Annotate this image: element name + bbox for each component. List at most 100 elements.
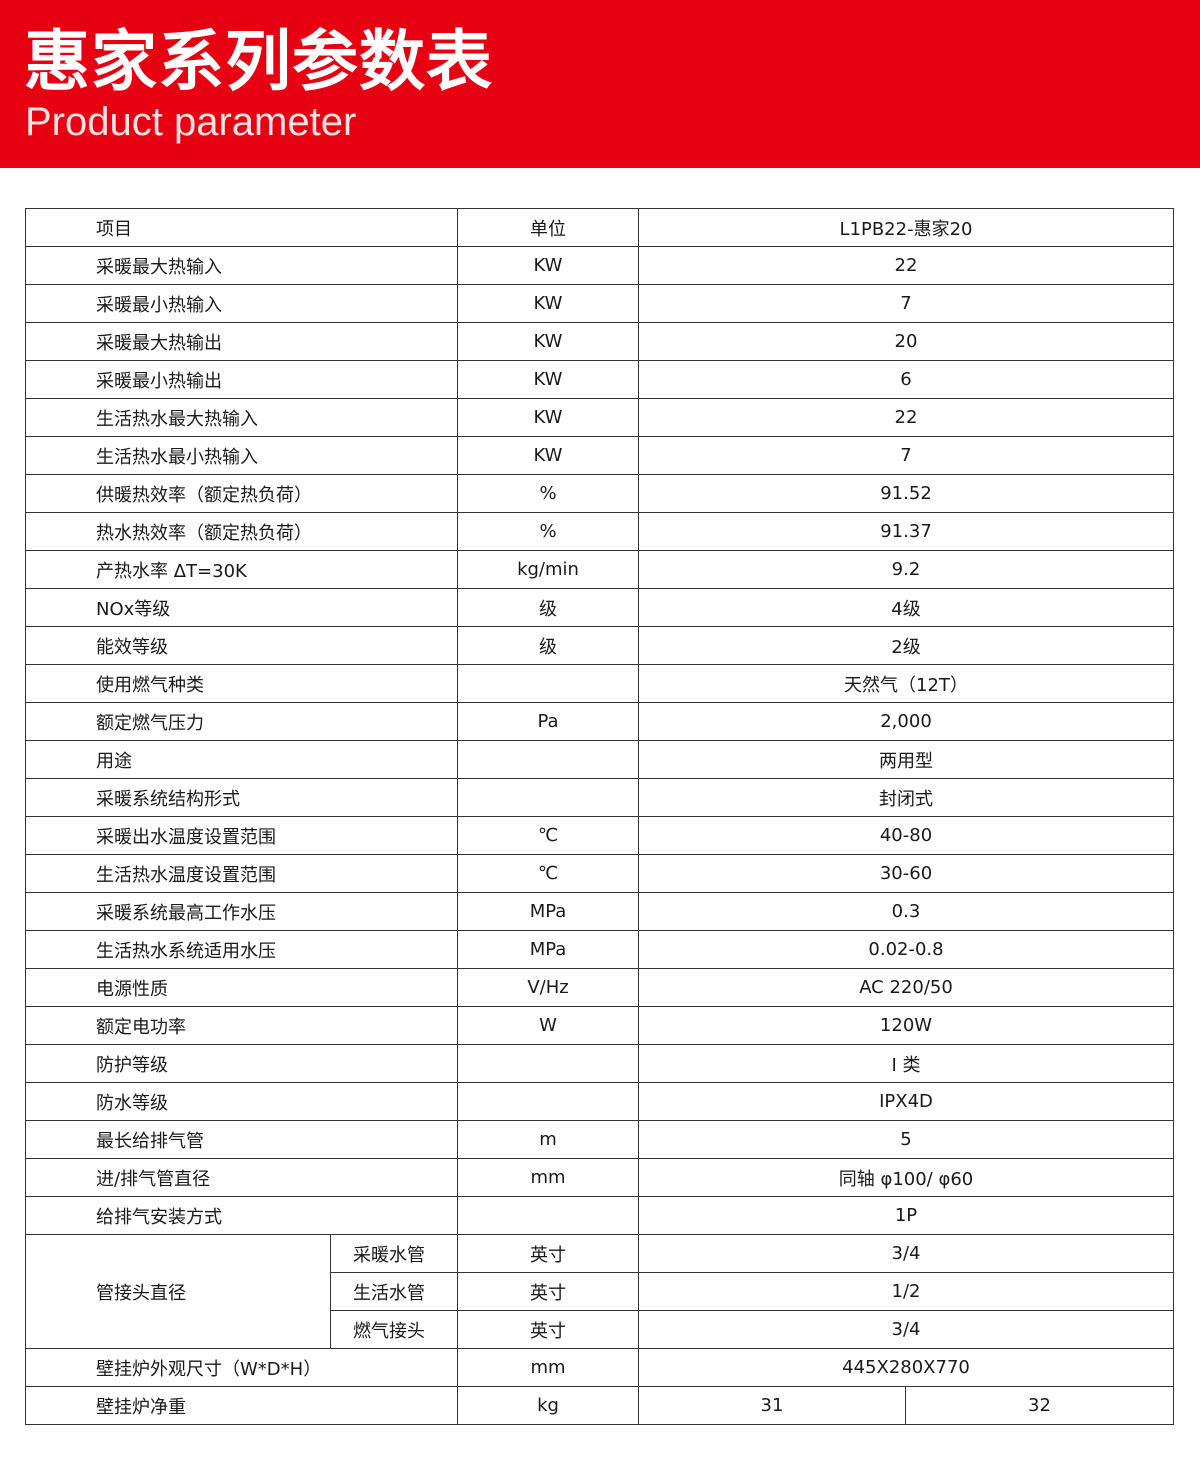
param-value: 2级 xyxy=(638,626,1174,665)
param-unit xyxy=(457,1082,639,1121)
table-row: 生活热水系统适用水压 MPa 0.02-0.8 xyxy=(25,930,1174,969)
param-unit: 英寸 xyxy=(457,1272,639,1311)
table-row: 采暖出水温度设置范围 ℃ 40-80 xyxy=(25,816,1174,855)
param-value: 31 xyxy=(638,1386,906,1425)
param-name: 生活热水系统适用水压 xyxy=(25,930,458,969)
param-value: 3/4 xyxy=(638,1310,1174,1349)
table-row: 电源性质 V/Hz AC 220/50 xyxy=(25,968,1174,1007)
param-value: 91.37 xyxy=(638,512,1174,551)
param-name: 热水热效率（额定热负荷） xyxy=(25,512,458,551)
param-name: 给排气安装方式 xyxy=(25,1196,458,1235)
param-value: 40-80 xyxy=(638,816,1174,855)
table-row: 给排气安装方式 1P xyxy=(25,1196,1174,1235)
param-value: 封闭式 xyxy=(638,778,1174,817)
param-name: 防水等级 xyxy=(25,1082,458,1121)
table-row: 进/排气管直径 mm 同轴 φ100/ φ60 xyxy=(25,1158,1174,1197)
sub-param-name: 燃气接头 xyxy=(330,1310,458,1349)
param-value: 天然气（12T） xyxy=(638,664,1174,703)
param-unit: KW xyxy=(457,246,639,285)
param-name: 使用燃气种类 xyxy=(25,664,458,703)
param-unit: 英寸 xyxy=(457,1310,639,1349)
param-unit xyxy=(457,1196,639,1235)
param-name: 采暖最小热输入 xyxy=(25,284,458,323)
param-name: 能效等级 xyxy=(25,626,458,665)
param-value: 7 xyxy=(638,284,1174,323)
parameter-table: 项目 单位 L1PB22-惠家20 采暖最大热输入 KW 22 采暖最小热输入 KW 7 采暖最大… xyxy=(25,208,1174,1425)
param-value: 20 xyxy=(638,322,1174,361)
param-value: 91.52 xyxy=(638,474,1174,513)
table-row: 采暖系统结构形式 封闭式 xyxy=(25,778,1174,817)
header-item: 项目 xyxy=(25,208,458,247)
table-row: 用途 两用型 xyxy=(25,740,1174,779)
table-row: 额定电功率 W 120W xyxy=(25,1006,1174,1045)
table-row: 使用燃气种类 天然气（12T） xyxy=(25,664,1174,703)
param-unit: 级 xyxy=(457,626,639,665)
table-row: 采暖最小热输入 KW 7 xyxy=(25,284,1174,323)
table-row: 壁挂炉外观尺寸（W*D*H） mm 445X280X770 xyxy=(25,1348,1174,1387)
param-unit: m xyxy=(457,1120,639,1159)
table-row: 壁挂炉净重 kg 31 32 xyxy=(25,1386,1174,1425)
param-value: 7 xyxy=(638,436,1174,475)
param-name: 电源性质 xyxy=(25,968,458,1007)
param-value: 445X280X770 xyxy=(638,1348,1174,1387)
param-value: 3/4 xyxy=(638,1234,1174,1273)
param-name: 用途 xyxy=(25,740,458,779)
param-name: 采暖系统结构形式 xyxy=(25,778,458,817)
param-unit: MPa xyxy=(457,892,639,931)
param-unit: W xyxy=(457,1006,639,1045)
param-value: 1P xyxy=(638,1196,1174,1235)
page-subtitle: Product parameter xyxy=(25,100,357,144)
param-value: 2,000 xyxy=(638,702,1174,741)
table-row: 热水热效率（额定热负荷）% 91.37 xyxy=(25,512,1174,551)
param-name: 采暖最大热输入 xyxy=(25,246,458,285)
param-unit: MPa xyxy=(457,930,639,969)
table-row: 防护等级 I 类 xyxy=(25,1044,1174,1083)
param-unit xyxy=(457,664,639,703)
param-unit: KW xyxy=(457,322,639,361)
param-name: 采暖最小热输出 xyxy=(25,360,458,399)
table-header-row: 项目 单位 L1PB22-惠家20 xyxy=(25,208,1174,247)
param-name: 最长给排气管 xyxy=(25,1120,458,1159)
sub-param-name: 生活水管 xyxy=(330,1272,458,1311)
param-value: 22 xyxy=(638,398,1174,437)
param-unit: mm xyxy=(457,1158,639,1197)
param-name: 额定电功率 xyxy=(25,1006,458,1045)
param-unit: KW xyxy=(457,398,639,437)
table-row: 最长给排气管 m 5 xyxy=(25,1120,1174,1159)
param-name: 生活热水最小热输入 xyxy=(25,436,458,475)
param-value: AC 220/50 xyxy=(638,968,1174,1007)
param-name: NOx等级 xyxy=(25,588,458,627)
param-name: 采暖出水温度设置范围 xyxy=(25,816,458,855)
table-row: 供暖热效率（额定热负荷）% 91.52 xyxy=(25,474,1174,513)
param-name: 壁挂炉净重 xyxy=(25,1386,458,1425)
param-name: 管接头直径 xyxy=(25,1234,331,1349)
param-unit xyxy=(457,740,639,779)
param-unit: KW xyxy=(457,436,639,475)
param-value: 5 xyxy=(638,1120,1174,1159)
param-value: 同轴 φ100/ φ60 xyxy=(638,1158,1174,1197)
table-row: 额定燃气压力 Pa 2,000 xyxy=(25,702,1174,741)
param-name: 产热水率 ΔT=30K xyxy=(25,550,458,589)
param-unit: kg xyxy=(457,1386,639,1425)
param-value: 6 xyxy=(638,360,1174,399)
param-name: 进/排气管直径 xyxy=(25,1158,458,1197)
param-name: 壁挂炉外观尺寸（W*D*H） xyxy=(25,1348,458,1387)
param-name: 生活热水最大热输入 xyxy=(25,398,458,437)
param-name: 防护等级 xyxy=(25,1044,458,1083)
param-unit: % xyxy=(457,512,639,551)
table-row: 生活热水最大热输入 KW 22 xyxy=(25,398,1174,437)
param-value: IPX4D xyxy=(638,1082,1174,1121)
table-row: NOx等级级 4级 xyxy=(25,588,1174,627)
param-unit: ℃ xyxy=(457,816,639,855)
param-name: 供暖热效率（额定热负荷） xyxy=(25,474,458,513)
table-row: 管接头直径 采暖水管 英寸 3/4 xyxy=(25,1234,1174,1349)
param-name: 生活热水温度设置范围 xyxy=(25,854,458,893)
table-row: 能效等级级 2级 xyxy=(25,626,1174,665)
param-value: 0.3 xyxy=(638,892,1174,931)
param-name: 采暖最大热输出 xyxy=(25,322,458,361)
header-model: L1PB22-惠家20 xyxy=(638,208,1174,247)
table-row: 生活热水最小热输入 KW 7 xyxy=(25,436,1174,475)
header-banner: 惠家系列参数表 Product parameter xyxy=(0,0,1200,168)
param-value: 32 xyxy=(905,1386,1174,1425)
param-unit: V/Hz xyxy=(457,968,639,1007)
